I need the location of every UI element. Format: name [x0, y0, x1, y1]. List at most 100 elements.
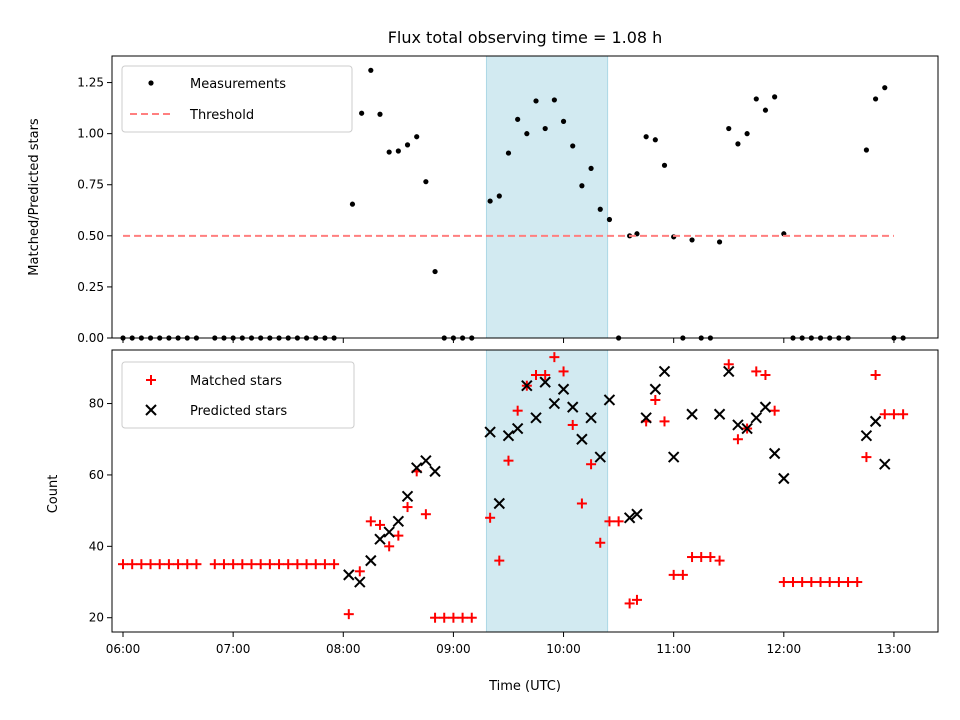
predicted-star-point	[557, 383, 570, 395]
y-tick-label: 0.00	[77, 331, 104, 345]
measurement-point	[404, 142, 411, 148]
predicted-star-point	[603, 394, 616, 406]
predicted-star-point	[548, 397, 561, 410]
measurement-point	[661, 162, 668, 168]
matched-star-point	[118, 559, 129, 570]
predicted-star-point	[502, 429, 515, 442]
bottom-x-axis-label: Time (UTC)	[488, 679, 561, 694]
matched-star-point	[631, 594, 642, 605]
predicted-star-point	[576, 433, 588, 445]
predicted-star-point	[365, 554, 377, 567]
bottom-legend-box	[121, 361, 355, 429]
matched-star-point	[310, 559, 321, 570]
predicted-star-point	[623, 512, 636, 524]
measurement-point	[882, 85, 888, 91]
matched-star-point	[723, 359, 734, 370]
bottom-panel: 20 40 60 80 06:00 07:00 08:00 09:00 10:00 11:00 1…	[46, 349, 939, 694]
matched-star-point	[127, 559, 138, 570]
predicted-star-point	[343, 569, 355, 581]
legend-matched-marker	[146, 375, 156, 385]
matched-star-point	[503, 455, 514, 466]
matched-star-point	[448, 612, 459, 623]
x-tick-label: 12:00	[767, 642, 802, 656]
matched-star-point	[301, 559, 312, 570]
y-tick-label: 80	[89, 397, 104, 411]
top-plot-frame	[111, 55, 939, 339]
matched-star-point	[567, 419, 578, 430]
matched-star-point	[354, 566, 365, 577]
measurement-point	[689, 237, 695, 243]
matched-star-point	[861, 452, 872, 463]
matched-star-point	[624, 598, 635, 609]
matched-star-point	[384, 541, 395, 552]
matched-star-point	[402, 502, 413, 513]
legend-threshold-label: Threshold	[189, 108, 254, 123]
measurement-point	[496, 193, 502, 199]
matched-star-point	[778, 577, 789, 588]
matched-star-point	[852, 577, 863, 588]
x-tick-label: 07:00	[216, 642, 251, 656]
predicted-star-point	[860, 429, 873, 442]
legend-predicted-label: Predicted stars	[190, 404, 287, 419]
matched-star-point	[365, 516, 376, 527]
top-panel: 0.00 0.25 0.50 0.75 1.00 1.25 Flux total obse…	[27, 28, 939, 345]
legend-measurements-marker	[148, 80, 154, 86]
y-tick-label: 20	[89, 611, 104, 625]
legend-matched-label: Matched stars	[190, 374, 282, 389]
bottom-plot-frame	[111, 349, 939, 633]
predicted-star-point	[585, 412, 597, 424]
matched-star-point	[136, 559, 147, 570]
measurement-point	[395, 148, 401, 154]
predicted-star-point	[392, 515, 405, 528]
y-tick-label: 60	[89, 468, 104, 482]
matched-star-point	[668, 569, 679, 580]
predicted-star-point	[594, 451, 606, 463]
shaded-interval	[485, 55, 609, 339]
measurement-point	[551, 97, 557, 103]
matched-star-point	[732, 434, 743, 445]
measurement-point	[872, 96, 879, 102]
y-tick-label: 1.25	[77, 76, 104, 90]
measurement-point	[505, 150, 512, 156]
legend-predicted-marker	[145, 404, 157, 416]
measurement-point	[432, 268, 438, 275]
predicted-star-point	[658, 365, 671, 378]
measurement-point	[560, 118, 567, 124]
predicted-star-point	[354, 576, 366, 588]
x-tick-label: 06:00	[106, 642, 141, 656]
x-tick-label: 11:00	[656, 642, 691, 656]
matched-star-point	[329, 559, 340, 570]
matched-star-point	[595, 537, 606, 548]
matched-star-point	[494, 555, 505, 566]
x-tick-label: 10:00	[546, 642, 581, 656]
matched-star-point	[173, 559, 184, 570]
predicted-star-point	[649, 383, 662, 395]
predicted-star-point	[383, 526, 395, 538]
matched-star-point	[769, 405, 780, 416]
matched-star-point	[466, 612, 477, 623]
predicted-star-point	[539, 376, 551, 388]
matched-star-point	[512, 405, 523, 416]
matched-star-point	[870, 369, 881, 380]
matched-star-point	[687, 552, 698, 563]
y-tick-label: 0.25	[77, 280, 104, 294]
measurement-point	[643, 134, 649, 140]
y-tick-label: 40	[89, 539, 104, 553]
matched-star-point	[751, 366, 762, 377]
y-tick-label: 0.75	[77, 178, 104, 192]
matched-star-point	[604, 516, 615, 527]
matched-star-point	[888, 409, 899, 420]
matched-star-point	[558, 366, 569, 377]
matched-star-point	[393, 530, 404, 541]
matched-star-point	[485, 512, 496, 523]
matched-star-point	[576, 498, 587, 509]
matched-star-point	[677, 569, 688, 580]
top-chart-title: Flux total observing time = 1.08 h	[388, 28, 663, 47]
predicted-star-point	[869, 415, 882, 428]
predicted-star-point	[410, 462, 423, 474]
measurement-point	[515, 116, 521, 122]
measurement-point	[597, 206, 603, 212]
matched-star-point	[540, 369, 551, 380]
top-legend: Measurements Threshold	[121, 65, 353, 133]
measurement-point	[487, 198, 493, 204]
